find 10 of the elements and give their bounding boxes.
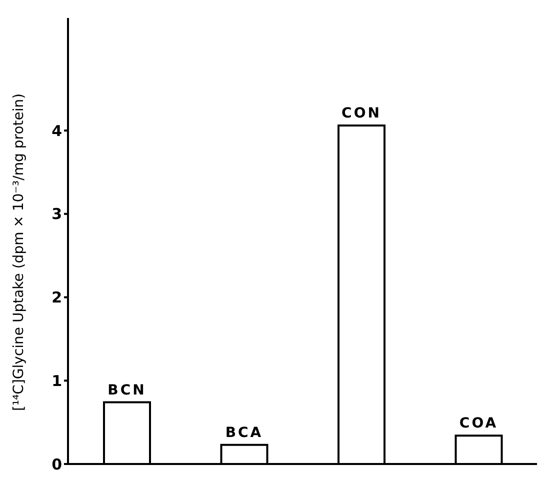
y-tick-label: 4 [52, 122, 62, 140]
y-tick-label: 3 [52, 205, 62, 224]
x-tick-label: CON [342, 106, 382, 122]
y-tick-label: 2 [52, 288, 62, 307]
x-tick-label: COA [459, 416, 498, 432]
y-tick-label: 0 [52, 455, 62, 474]
y-axis-title: [¹⁴C]Glycine Uptake (dpm × 10⁻³/mg protein) [10, 93, 27, 411]
x-tick-label: BCA [225, 424, 264, 441]
x-tick-label: BCN [108, 382, 146, 398]
y-tick-label: 1 [52, 372, 62, 390]
